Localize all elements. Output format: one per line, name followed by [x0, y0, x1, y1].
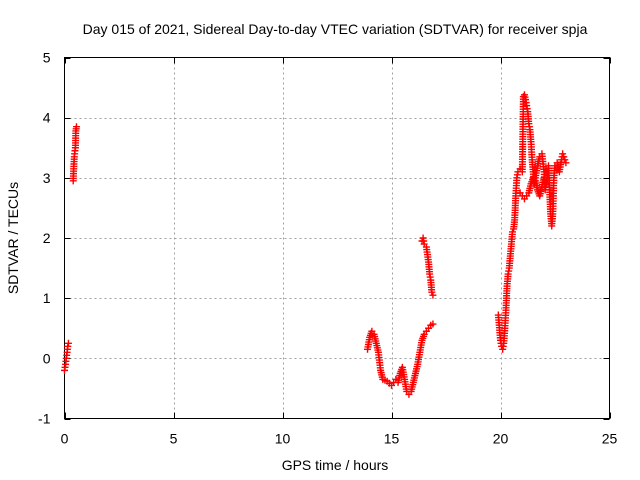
- x-tick-label: 5: [170, 431, 178, 447]
- y-tick-labels: -1 0 1 2 3 4 5: [38, 50, 51, 427]
- x-tick-label: 20: [493, 431, 509, 447]
- x-tick-label: 25: [602, 431, 618, 447]
- x-tick-label: 15: [384, 431, 400, 447]
- x-tick-label: 10: [275, 431, 291, 447]
- chart-title: Day 015 of 2021, Sidereal Day-to-day VTE…: [83, 21, 588, 37]
- y-tick-label: 2: [43, 230, 51, 246]
- data-points: [61, 91, 570, 398]
- x-axis-title: GPS time / hours: [282, 457, 389, 473]
- y-tick-label: -1: [38, 411, 51, 427]
- y-axis-title: SDTVAR / TECUs: [5, 182, 21, 294]
- axis-ticks: [64, 57, 611, 420]
- data-point: [429, 291, 437, 299]
- y-tick-label: 5: [43, 50, 51, 66]
- y-tick-label: 3: [43, 170, 51, 186]
- data-point: [429, 320, 437, 328]
- data-point: [562, 159, 570, 167]
- y-tick-label: 4: [43, 110, 51, 126]
- data-point: [64, 339, 72, 347]
- y-tick-label: 0: [43, 350, 51, 366]
- y-tick-label: 1: [43, 290, 51, 306]
- data-point: [72, 123, 80, 131]
- x-tick-label: 0: [61, 431, 69, 447]
- x-tick-labels: 0 5 10 15 20 25: [61, 431, 618, 447]
- grid-lines: [64, 57, 610, 419]
- data-point: [540, 174, 548, 182]
